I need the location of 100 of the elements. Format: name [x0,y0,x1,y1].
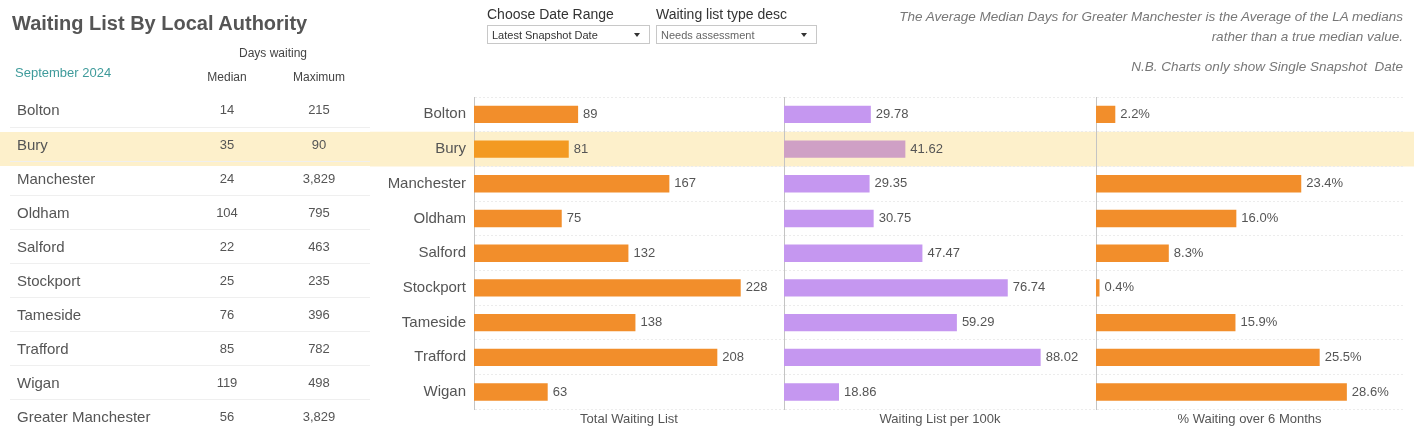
category-label: Stockport [17,272,81,289]
text: Median [206,70,248,84]
data-label: 47.47 [927,244,960,260]
data-label: 76 [218,307,236,322]
data-label: 782 [307,341,331,356]
category-label: Manchester [17,170,96,187]
data-label: 35 [218,137,236,152]
data-label: 24 [218,171,236,186]
data-label: 23.4% [1306,175,1344,191]
data-label: 0.4% [1104,279,1135,295]
data-label: 59.29 [961,314,995,330]
data-label: 795 [307,205,331,220]
data-label: 463 [307,239,331,254]
bar [1096,348,1320,367]
bar [1096,175,1302,193]
text: Maximum [292,70,346,84]
y-tick-label: Wigan [423,382,466,400]
data-label: 22 [218,239,236,254]
text: Waiting list type desc [656,6,787,22]
bar [784,209,874,228]
bar [1096,244,1169,262]
y-tick-label: Oldham [413,208,466,226]
bar [474,175,670,193]
data-label: 30.75 [878,210,912,226]
text: Waiting List By Local Authority [12,12,308,35]
data-label: 90 [310,137,328,152]
select-field: Needs assessment [656,25,817,44]
bar [784,348,1041,367]
y-tick-label: Trafford [414,347,466,365]
select-field: Latest Snapshot Date [487,25,650,44]
text: September 2024 [15,65,112,80]
bar [784,313,957,332]
data-label: 18.86 [843,383,877,399]
data-label: 104 [215,205,239,220]
category-label: Salford [17,238,65,255]
data-label: 25.5% [1324,348,1362,364]
bar [784,383,839,401]
data-label: 89 [583,105,598,121]
bar [474,313,636,332]
bar [474,140,569,158]
category-label: Oldham [17,204,70,221]
bar [784,279,1008,297]
data-label: 85 [218,341,236,356]
data-label: 75 [566,210,582,226]
data-label: 76.74 [1012,279,1046,295]
bar [784,105,871,124]
bar [1096,279,1100,297]
x-axis-title: Total Waiting List [580,410,679,426]
y-tick-label: Salford [418,243,466,261]
bar [474,279,741,297]
bar [1096,209,1237,228]
category-label: Tameside [17,306,82,323]
bar [784,175,870,193]
text: N.B. Charts only show Single Snapshot Date [1130,58,1403,76]
category-label: Bury [17,136,48,153]
y-tick-label: Bury [435,139,467,157]
bar [474,383,548,401]
data-label: 132 [633,244,656,260]
text: The Average Median Days for Greater Manchester is the Average of the LA medians rather than a true median value. [898,8,1403,46]
category-label: Greater Manchester [17,408,151,425]
bar [784,244,923,262]
data-label: 14 [218,102,236,117]
data-label: 25 [218,273,236,288]
data-label: 235 [307,273,331,288]
data-label: 3,829 [301,171,337,186]
bar [784,140,906,158]
category-label: Bolton [17,101,60,118]
y-tick-label: Manchester [387,173,466,191]
data-label: 81 [573,140,589,156]
data-label: 88.02 [1045,348,1079,364]
y-tick-label: Bolton [423,104,466,122]
category-label: Trafford [17,340,69,357]
data-label: 119 [215,375,239,390]
data-label: 41.62 [910,140,943,156]
data-label: 63 [552,383,568,399]
bar [474,244,629,262]
bar [474,105,579,124]
data-label: 8.3% [1173,244,1204,260]
data-label: 167 [674,175,697,191]
data-label: 215 [307,102,331,117]
data-label: 28.6% [1351,383,1390,399]
bar [1096,383,1347,401]
data-label: 56 [218,409,236,424]
data-label: 2.2% [1120,105,1151,121]
data-label: 15.9% [1240,314,1278,330]
data-label: 208 [722,348,745,364]
text: Choose Date Range [487,6,614,22]
data-label: 138 [640,314,663,330]
data-label: 396 [307,307,331,322]
data-label: 498 [307,375,331,390]
data-label: 29.35 [874,175,908,191]
legend-title: Days waiting [238,46,308,60]
y-tick-label: Tameside [401,312,466,330]
x-axis-title: Waiting List per 100k [879,410,1001,426]
data-label: 228 [745,279,768,295]
category-label: Wigan [17,374,60,391]
bar [1096,313,1236,332]
y-tick-label: Stockport [402,278,467,296]
bar [1096,105,1116,124]
bar [474,209,562,228]
